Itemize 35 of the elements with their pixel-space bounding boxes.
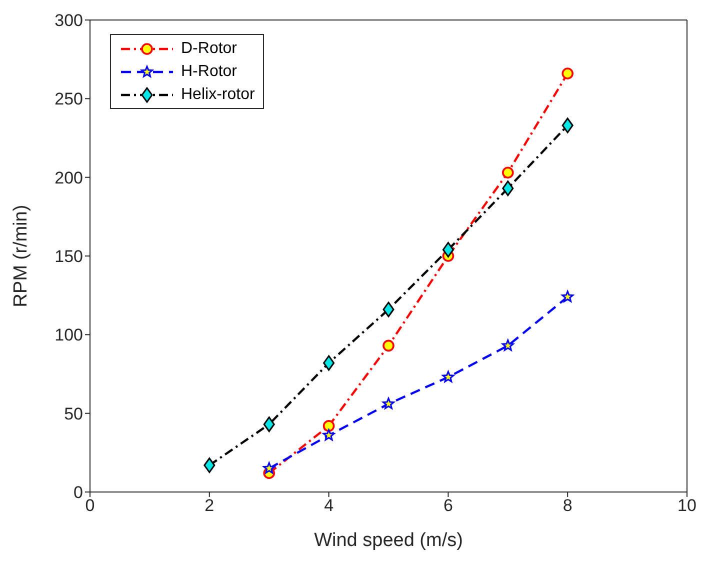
point [322, 429, 335, 441]
point [562, 290, 574, 302]
x-tick-label: 8 [562, 496, 572, 516]
y-tick-label: 150 [54, 247, 83, 266]
point [204, 458, 216, 474]
point [562, 118, 574, 134]
x-tick-label: 6 [443, 496, 453, 516]
x-tick-label: 4 [324, 496, 334, 516]
y-tick-label: 0 [74, 483, 83, 502]
point [382, 302, 394, 318]
point [502, 166, 514, 179]
point [263, 462, 276, 474]
legend-label: H-Rotor [181, 62, 238, 80]
y-tick-label: 50 [64, 404, 83, 424]
point [442, 242, 454, 258]
legend-label: D-Rotor [181, 40, 238, 58]
x-tick-label: 0 [85, 496, 95, 516]
y-tick-label: 250 [54, 90, 83, 109]
point [382, 340, 394, 352]
point [502, 180, 514, 196]
y-tick-label: 200 [54, 168, 83, 188]
legend-label: Helix-rotor [181, 86, 255, 104]
point [263, 416, 275, 432]
point [502, 339, 514, 351]
y-axis-title: RPM (r/min) [10, 204, 32, 308]
x-axis-title: Wind speed (m/s) [314, 530, 463, 551]
y-tick-label: 100 [54, 326, 83, 345]
y-tick-label: 300 [54, 11, 83, 30]
point [322, 420, 335, 432]
x-tick-label: 2 [204, 496, 214, 516]
point [323, 355, 335, 371]
point [442, 370, 454, 382]
x-tick-label: 10 [678, 496, 696, 516]
point [562, 68, 574, 80]
point [382, 398, 394, 410]
